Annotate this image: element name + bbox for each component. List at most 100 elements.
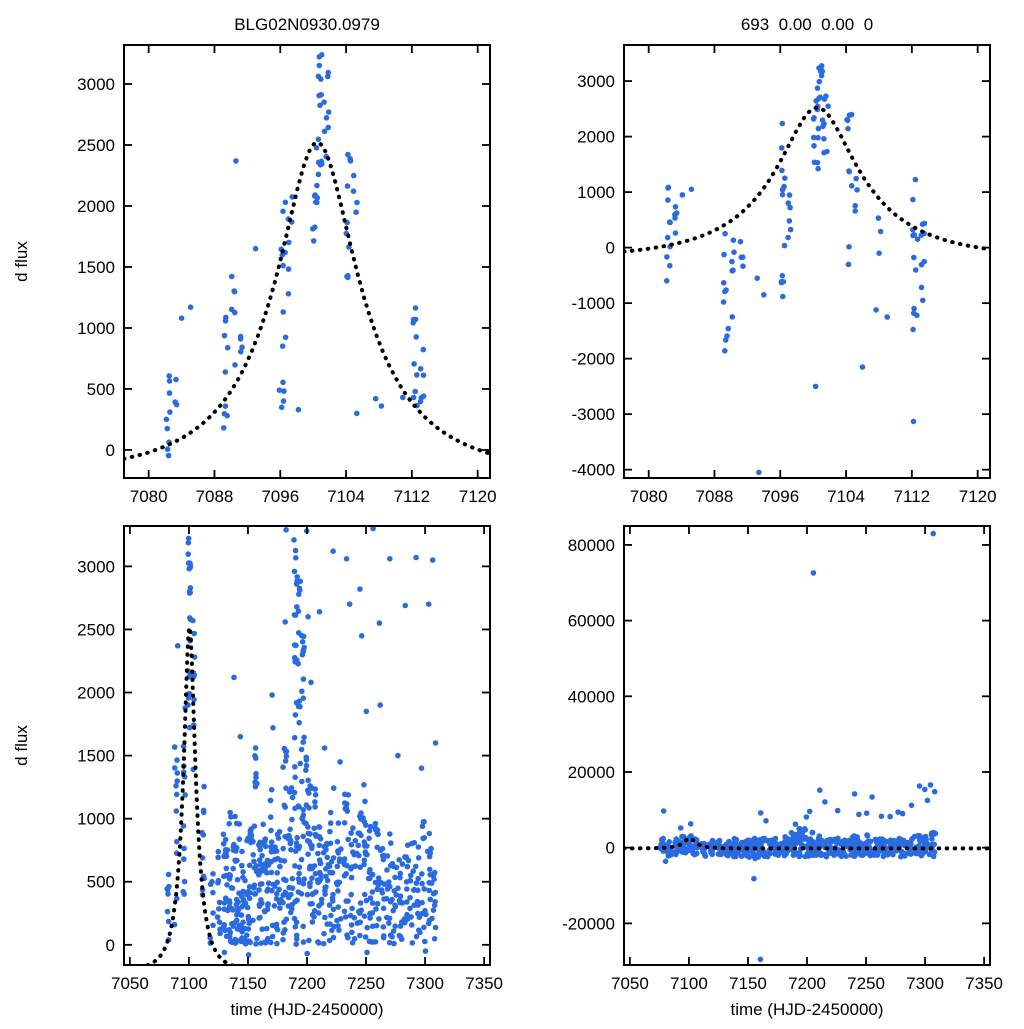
data-point	[342, 914, 349, 920]
data-point	[291, 568, 298, 575]
data-point	[313, 889, 319, 895]
data-point	[817, 787, 823, 793]
data-point	[846, 168, 852, 175]
x-tick-label: 7104	[827, 487, 865, 506]
data-point	[852, 202, 858, 209]
data-point	[375, 831, 381, 838]
data-point	[402, 919, 408, 926]
data-point	[418, 765, 425, 771]
data-point	[665, 853, 672, 859]
data-point	[239, 848, 245, 855]
data-point	[303, 762, 310, 769]
data-point	[289, 816, 295, 823]
data-point	[393, 892, 400, 898]
data-point	[715, 851, 721, 857]
data-point	[362, 843, 368, 849]
data-point	[362, 822, 369, 828]
data-point	[228, 885, 235, 891]
data-point	[313, 145, 320, 151]
data-point	[898, 853, 904, 860]
data-point	[396, 897, 403, 904]
data-point	[348, 891, 355, 898]
data-point	[325, 124, 332, 131]
data-point	[818, 72, 825, 79]
data-point	[922, 833, 929, 840]
data-point	[315, 171, 322, 178]
data-point	[268, 845, 275, 851]
y-tick-label: 3000	[77, 557, 115, 576]
data-point	[291, 734, 298, 741]
data-point	[919, 221, 926, 227]
data-point	[322, 914, 328, 921]
data-point	[174, 778, 180, 784]
data-point	[295, 608, 302, 615]
data-point	[411, 361, 417, 367]
data-point	[276, 387, 283, 394]
data-point	[244, 904, 251, 911]
data-point	[876, 250, 882, 256]
data-point	[364, 949, 370, 956]
data-point	[180, 743, 187, 750]
data-point	[779, 120, 786, 127]
data-point	[315, 136, 322, 143]
data-point	[224, 882, 230, 888]
data-point	[239, 929, 245, 935]
data-point	[929, 836, 935, 842]
data-point	[306, 937, 312, 944]
data-point	[390, 907, 397, 914]
data-point	[825, 103, 831, 109]
data-point	[310, 226, 316, 232]
data-point	[327, 809, 334, 816]
data-point	[315, 850, 321, 857]
model-curve	[140, 623, 239, 965]
data-point	[415, 844, 422, 850]
data-point	[811, 115, 817, 121]
data-point	[191, 696, 197, 703]
data-point	[679, 833, 685, 840]
data-point	[238, 912, 245, 918]
data-point	[327, 921, 333, 927]
data-point	[369, 923, 376, 930]
data-point	[347, 912, 354, 919]
data-point	[372, 827, 379, 833]
data-point	[296, 719, 303, 726]
data-point	[729, 258, 735, 265]
data-point	[185, 551, 191, 557]
data-point	[265, 880, 272, 886]
data-point	[378, 403, 385, 409]
y-tick-label: 3000	[577, 72, 615, 91]
data-point	[362, 798, 368, 805]
data-point	[665, 184, 672, 191]
data-point	[749, 852, 756, 859]
data-point	[334, 863, 341, 870]
data-point	[259, 881, 265, 887]
data-point	[357, 864, 363, 871]
y-tick-label: 40000	[568, 687, 615, 706]
data-point	[699, 845, 706, 851]
data-point	[386, 920, 392, 926]
data-point	[224, 412, 230, 419]
data-point	[863, 850, 870, 856]
scatter-points	[656, 530, 939, 963]
data-point	[246, 884, 253, 890]
data-point	[665, 197, 671, 203]
data-point	[316, 54, 323, 60]
data-point	[781, 242, 788, 249]
data-point	[787, 226, 794, 233]
data-point	[679, 849, 686, 855]
panel-bottom-left: 7050 7100 7150 7200 7250 7300 7350 0 500 1000 1500…	[12, 525, 503, 1019]
data-point	[311, 825, 318, 832]
y-tick-label: -20000	[562, 914, 615, 933]
data-point	[280, 398, 287, 404]
data-point	[318, 900, 325, 906]
data-point	[421, 924, 427, 931]
data-point	[664, 234, 671, 241]
data-point	[361, 861, 367, 868]
data-point	[291, 915, 298, 922]
data-point	[722, 348, 728, 354]
data-point	[269, 887, 275, 894]
data-point	[380, 856, 387, 863]
data-point	[314, 182, 320, 189]
data-point	[294, 834, 301, 841]
data-point	[326, 863, 333, 870]
